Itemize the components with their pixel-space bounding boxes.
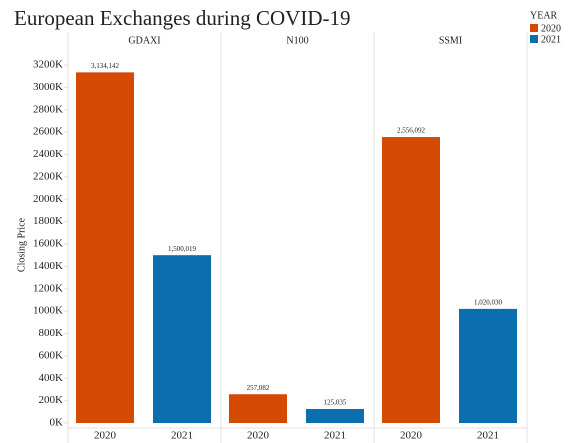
bar — [229, 394, 287, 423]
y-tick-label: 1200K — [33, 282, 63, 294]
y-tick-label: 2200K — [33, 170, 63, 182]
y-tick-label: 1800K — [33, 215, 63, 227]
legend-label: 2020 — [541, 23, 561, 34]
value-label: 257,082 — [247, 384, 270, 392]
legend-swatch — [530, 35, 538, 43]
y-tick-label: 2000K — [33, 193, 63, 205]
y-tick-label: 600K — [39, 349, 64, 361]
value-label: 1,020,030 — [474, 298, 503, 306]
bar — [382, 137, 440, 423]
x-tick-label: 2020 — [400, 430, 423, 442]
legend-title: YEAR — [530, 10, 558, 21]
x-tick-label: 2020 — [247, 430, 270, 442]
y-tick-label: 3000K — [33, 81, 63, 93]
facet-header: SSMI — [439, 35, 462, 46]
y-tick-label: 1600K — [33, 238, 63, 250]
y-tick-label: 1400K — [33, 260, 63, 272]
y-tick-label: 2600K — [33, 126, 63, 138]
y-tick-label: 3200K — [33, 59, 63, 71]
value-label: 125,035 — [324, 399, 347, 407]
legend-label: 2021 — [541, 34, 561, 45]
bar — [153, 255, 211, 423]
value-label: 1,500,019 — [168, 245, 197, 253]
y-tick-label: 2400K — [33, 148, 63, 160]
bar — [76, 72, 134, 424]
value-label: 3,134,142 — [91, 62, 120, 70]
y-tick-label: 400K — [39, 372, 64, 384]
x-tick-label: 2021 — [324, 430, 346, 442]
y-tick-label: 200K — [39, 394, 64, 406]
y-tick-label: 1000K — [33, 305, 63, 317]
bar — [306, 409, 364, 423]
y-axis-title: Closing Price — [16, 217, 27, 272]
facet-header: GDAXI — [128, 35, 160, 46]
bar — [459, 308, 517, 423]
x-tick-label: 2021 — [171, 430, 193, 442]
facet-header: N100 — [286, 35, 308, 46]
y-tick-label: 800K — [39, 327, 64, 339]
legend-swatch — [530, 24, 538, 32]
x-tick-label: 2020 — [94, 430, 117, 442]
chart-title: European Exchanges during COVID-19 — [14, 6, 351, 30]
y-tick-label: 2800K — [33, 103, 63, 115]
value-label: 2,556,092 — [397, 127, 426, 135]
x-tick-label: 2021 — [477, 430, 499, 442]
y-tick-label: 0K — [50, 417, 64, 429]
